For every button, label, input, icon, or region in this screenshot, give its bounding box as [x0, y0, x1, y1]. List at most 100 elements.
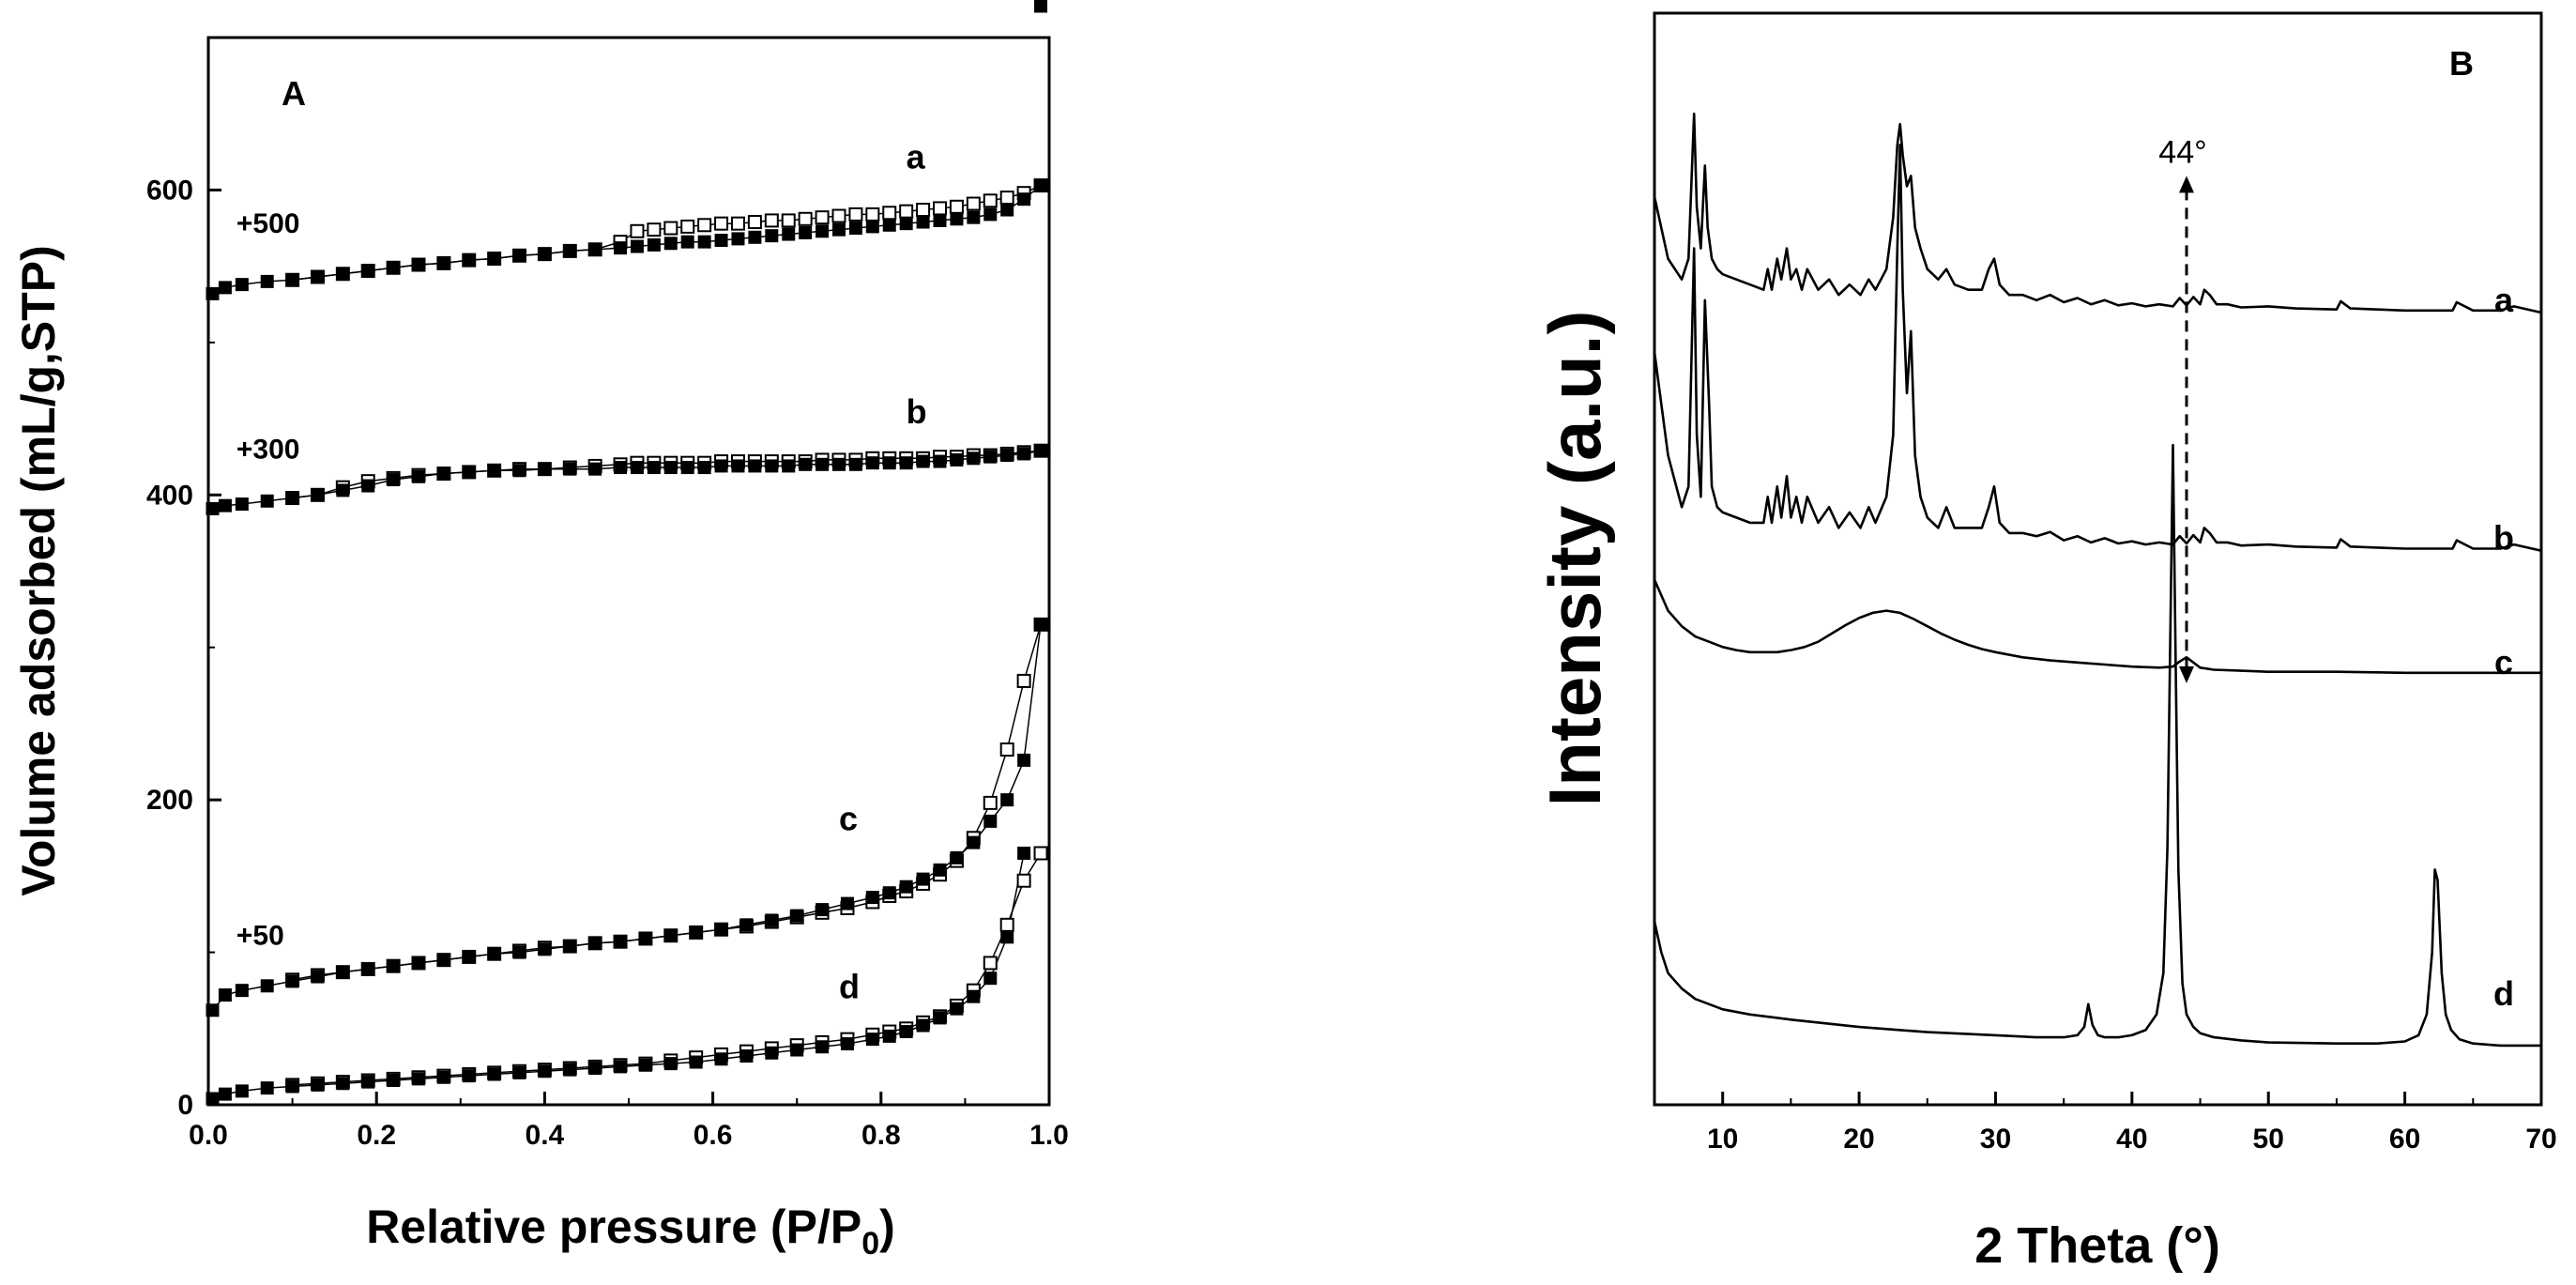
panel-a-series-b [206, 443, 1048, 515]
panel-a-x-tick-label: 0.0 [189, 1120, 228, 1151]
adsorption-point [1034, 618, 1048, 632]
adsorption-point [967, 210, 981, 224]
annotation-44-label: 44° [2158, 134, 2206, 170]
adsorption-point [832, 457, 846, 471]
adsorption-point [680, 461, 694, 475]
adsorption-point [731, 459, 745, 473]
panel-a-y-tick-label: 600 [146, 175, 193, 206]
adsorption-point [512, 945, 526, 959]
desorption-point [916, 203, 931, 218]
adsorption-point [815, 903, 830, 917]
adsorption-point [790, 909, 804, 923]
adsorption-point [1017, 753, 1031, 767]
desorption-point [815, 210, 830, 225]
adsorption-point [899, 217, 913, 231]
adsorption-point [336, 1077, 350, 1091]
adsorption-point [689, 926, 703, 940]
panel-b-curve-label-b: b [2493, 518, 2514, 557]
adsorption-point [765, 229, 779, 243]
adsorption-point [815, 457, 830, 471]
adsorption-point [285, 1079, 299, 1094]
adsorption-point [967, 451, 981, 466]
adsorption-point [218, 1087, 232, 1101]
adsorption-point [336, 483, 350, 497]
peak-44-annotation: 44° [2158, 134, 2207, 683]
adsorption-point [899, 880, 913, 894]
adsorption-point [983, 814, 998, 828]
adsorption-point [950, 850, 964, 864]
panel-b-pattern-a [1653, 112, 2542, 314]
panel-a-x-tick-label: 1.0 [1029, 1120, 1069, 1151]
adsorption-point [1017, 846, 1031, 860]
adsorption-point [412, 1072, 425, 1086]
adsorption-point [487, 947, 501, 961]
arrow-up-icon [2179, 176, 2194, 193]
adsorption-point [206, 1092, 220, 1106]
adsorption-point [588, 242, 602, 256]
adsorption-point [206, 1003, 220, 1017]
panel-a-label: A [282, 74, 306, 113]
adsorption-point [260, 1081, 274, 1095]
adsorption-point [663, 461, 678, 475]
adsorption-point [865, 1033, 879, 1047]
adsorption-point [967, 835, 981, 849]
adsorption-point [865, 220, 879, 234]
adsorption-point [614, 1060, 628, 1074]
desorption-point [865, 207, 880, 222]
panel-a-series-group [206, 0, 1048, 1106]
adsorption-point [647, 461, 661, 475]
panel-b-y-axis-title: Intensity (a.u.) [1533, 311, 1616, 807]
panel-b-pattern-b [1653, 144, 2542, 552]
adsorption-point [765, 459, 779, 473]
panel-a-x-axis-title: Relative pressure (P/P0) [366, 1201, 895, 1262]
panel-b-xrd-chart: B 10 20 30 40 50 60 70 a b c d 44° Intensity (a.u… [1533, 11, 2557, 1274]
adsorption-point [361, 479, 375, 493]
adsorption-point [882, 456, 896, 470]
panel-b-x-tick-label: 40 [2116, 1124, 2147, 1155]
desorption-point [999, 917, 1014, 932]
panel-a-offset-label-b: +300 [236, 434, 300, 465]
adsorption-point [865, 456, 879, 470]
panel-b-label: B [2449, 44, 2474, 83]
adsorption-point [815, 1040, 830, 1054]
desorption-point [1033, 846, 1048, 861]
adsorption-point [614, 461, 628, 475]
desorption-point [714, 216, 729, 231]
desorption-point [949, 199, 964, 214]
panel-b-x-tick-label: 50 [2253, 1124, 2284, 1155]
panel-a-y-tick-label: 200 [146, 785, 193, 816]
adsorption-point [563, 1063, 577, 1077]
panel-a-series-a [206, 178, 1048, 300]
desorption-point [999, 191, 1014, 206]
adsorption-point [412, 956, 425, 970]
adsorption-point [638, 1058, 652, 1072]
adsorption-point [899, 1025, 913, 1039]
adsorption-point [1000, 930, 1014, 944]
adsorption-point [748, 459, 762, 473]
adsorption-point [235, 278, 249, 292]
adsorption-point [967, 989, 981, 1003]
panel-a-x-axis-title-subscript: 0 [861, 1226, 879, 1262]
panel-a-x-tick-label: 0.2 [357, 1120, 396, 1151]
panel-a-x-tick-label: 0.8 [861, 1120, 901, 1151]
adsorption-point [311, 270, 325, 284]
adsorption-point [1034, 444, 1048, 458]
adsorption-point [436, 1070, 450, 1084]
panel-a-y-axis-title: Volume adsorbed (mL/g,STP) [12, 245, 65, 896]
adsorption-point [588, 936, 602, 950]
adsorption-point [739, 918, 754, 932]
panel-a-x-axis-title-end: ) [879, 1201, 895, 1253]
desorption-line [292, 852, 1042, 1086]
adsorption-point [782, 459, 796, 473]
adsorption-point [1034, 178, 1048, 192]
adsorption-point [933, 863, 947, 877]
adsorption-point [462, 465, 476, 479]
adsorption-point [882, 886, 896, 900]
adsorption-point [848, 222, 862, 236]
desorption-point [663, 221, 678, 236]
desorption-point [983, 956, 998, 971]
panel-a-curve-label-c: c [839, 800, 858, 838]
adsorption-point [361, 264, 375, 278]
